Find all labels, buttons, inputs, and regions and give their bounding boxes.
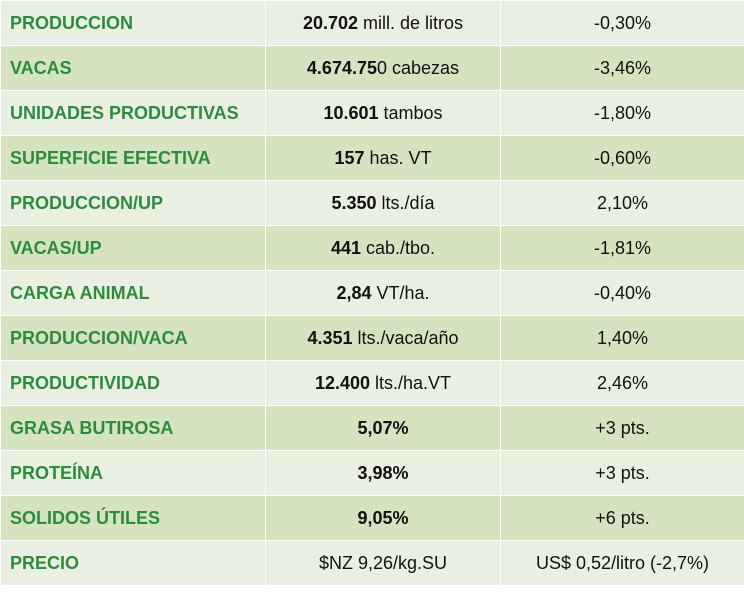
table-row-superficie-efectiva: SUPERFICIE EFECTIVA 157 has. VT -0,60% <box>0 135 744 181</box>
row-label: SUPERFICIE EFECTIVA <box>0 135 266 181</box>
value-unit: lts./día <box>376 192 435 213</box>
table-row-produccion: PRODUCCION 20.702 mill. de litros -0,30% <box>0 0 744 46</box>
value-unit: cab./tbo. <box>360 237 436 258</box>
value-number: 157 <box>334 147 365 168</box>
dairy-statistics-table: PRODUCCION 20.702 mill. de litros -0,30%… <box>0 0 744 586</box>
row-label: PROTEÍNA <box>0 450 266 496</box>
row-value: 4.351 lts./vaca/año <box>265 315 501 361</box>
row-value: 9,05% <box>265 495 501 541</box>
row-value: 20.702 mill. de litros <box>265 0 501 46</box>
value-number: 20.702 <box>302 12 359 33</box>
row-value: 157 has. VT <box>265 135 501 181</box>
table-row-vacas-up: VACAS/UP 441 cab./tbo. -1,81% <box>0 225 744 271</box>
row-label: PRODUCCION/UP <box>0 180 266 226</box>
row-label: UNIDADES PRODUCTIVAS <box>0 90 266 136</box>
row-change: -0,60% <box>500 135 744 181</box>
table-row-productividad: PRODUCTIVIDAD 12.400 lts./ha.VT 2,46% <box>0 360 744 406</box>
value-unit: lts./ha.VT <box>370 372 452 393</box>
row-value: 4.674.750 cabezas <box>265 45 501 91</box>
value-unit: tambos <box>378 102 443 123</box>
table-row-unidades-productivas: UNIDADES PRODUCTIVAS 10.601 tambos -1,80… <box>0 90 744 136</box>
value-number: 5.350 <box>331 192 377 213</box>
value-number: 9,05% <box>357 507 409 528</box>
table-row-precio: PRECIO $NZ 9,26/kg.SU US$ 0,52/litro (-2… <box>0 540 744 586</box>
value-unit: lts./vaca/año <box>352 327 459 348</box>
value-number: 441 <box>330 237 361 258</box>
value-unit: $NZ 9,26/kg.SU <box>318 552 448 573</box>
value-unit: mill. de litros <box>358 12 464 33</box>
row-value: 5,07% <box>265 405 501 451</box>
row-label: PRODUCCION/VACA <box>0 315 266 361</box>
table-row-carga-animal: CARGA ANIMAL 2,84 VT/ha. -0,40% <box>0 270 744 316</box>
row-change: 1,40% <box>500 315 744 361</box>
value-unit: has. VT <box>364 147 432 168</box>
row-change: -1,80% <box>500 90 744 136</box>
row-value: 441 cab./tbo. <box>265 225 501 271</box>
table-row-vacas: VACAS 4.674.750 cabezas -3,46% <box>0 45 744 91</box>
value-number: 4.674.75 <box>306 57 377 78</box>
row-change: 2,46% <box>500 360 744 406</box>
value-unit: VT/ha. <box>371 282 430 303</box>
row-label: VACAS/UP <box>0 225 266 271</box>
value-unit: 0 cabezas <box>377 57 460 78</box>
row-label: SOLIDOS ÚTILES <box>0 495 266 541</box>
value-number: 5,07% <box>357 417 409 438</box>
row-value: 10.601 tambos <box>265 90 501 136</box>
row-value: 3,98% <box>265 450 501 496</box>
value-number: 2,84 <box>336 282 372 303</box>
row-change: -0,30% <box>500 0 744 46</box>
table-row-produccion-vaca: PRODUCCION/VACA 4.351 lts./vaca/año 1,40… <box>0 315 744 361</box>
row-label: PRODUCTIVIDAD <box>0 360 266 406</box>
table-row-grasa-butirosa: GRASA BUTIROSA 5,07% +3 pts. <box>0 405 744 451</box>
row-value: 2,84 VT/ha. <box>265 270 501 316</box>
row-change: +6 pts. <box>500 495 744 541</box>
row-label: PRECIO <box>0 540 266 586</box>
value-number: 3,98% <box>357 462 409 483</box>
row-label: VACAS <box>0 45 266 91</box>
row-change: +3 pts. <box>500 405 744 451</box>
row-change: +3 pts. <box>500 450 744 496</box>
row-label: PRODUCCION <box>0 0 266 46</box>
table-row-solidos-utiles: SOLIDOS ÚTILES 9,05% +6 pts. <box>0 495 744 541</box>
row-change: -1,81% <box>500 225 744 271</box>
row-label: GRASA BUTIROSA <box>0 405 266 451</box>
value-number: 4.351 <box>307 327 353 348</box>
row-change: US$ 0,52/litro (-2,7%) <box>500 540 744 586</box>
row-value: 12.400 lts./ha.VT <box>265 360 501 406</box>
row-label: CARGA ANIMAL <box>0 270 266 316</box>
row-change: -0,40% <box>500 270 744 316</box>
row-change: -3,46% <box>500 45 744 91</box>
table-row-produccion-up: PRODUCCION/UP 5.350 lts./día 2,10% <box>0 180 744 226</box>
value-number: 12.400 <box>314 372 371 393</box>
row-change: 2,10% <box>500 180 744 226</box>
row-value: $NZ 9,26/kg.SU <box>265 540 501 586</box>
row-value: 5.350 lts./día <box>265 180 501 226</box>
table-row-proteina: PROTEÍNA 3,98% +3 pts. <box>0 450 744 496</box>
value-number: 10.601 <box>323 102 379 123</box>
